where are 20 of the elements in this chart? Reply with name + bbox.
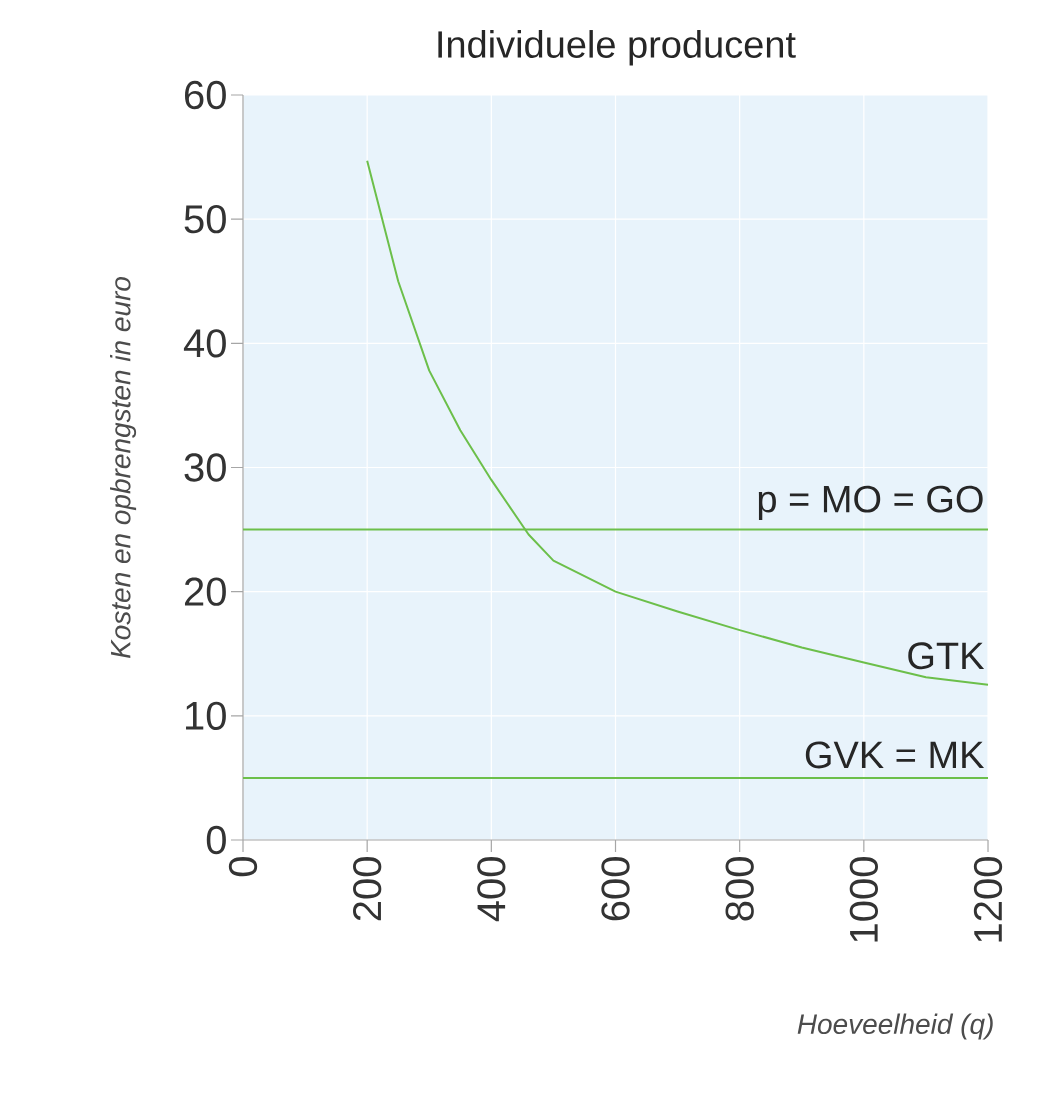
y-tick-label: 50	[184, 205, 226, 234]
y-axis-title: Kosten en opbrengsten in euro	[110, 276, 137, 659]
ref-line-label: GVK = MK	[805, 741, 985, 769]
x-axis-title: Hoeveelheid (q)	[797, 1013, 993, 1040]
x-tick-label: 1000	[849, 857, 878, 942]
x-tick-label: 800	[725, 857, 754, 921]
x-tick-label: 200	[353, 857, 382, 921]
y-tick-label: 20	[184, 577, 226, 606]
y-tick-label: 40	[183, 329, 226, 358]
x-tick-label: 400	[477, 857, 506, 922]
ref-line-label: p = MO = GO	[758, 485, 983, 521]
y-tick-label: 60	[185, 80, 226, 110]
x-tick-label: 600	[601, 857, 630, 921]
y-tick-label: 0	[206, 825, 226, 855]
y-tick-label: 10	[186, 701, 226, 730]
x-tick-label: 0	[228, 857, 258, 877]
chart-title: Individuele producent	[438, 30, 796, 66]
x-tick-label: 1200	[973, 857, 1003, 942]
series-label: GTK	[908, 642, 985, 670]
y-tick-label: 30	[184, 453, 226, 482]
